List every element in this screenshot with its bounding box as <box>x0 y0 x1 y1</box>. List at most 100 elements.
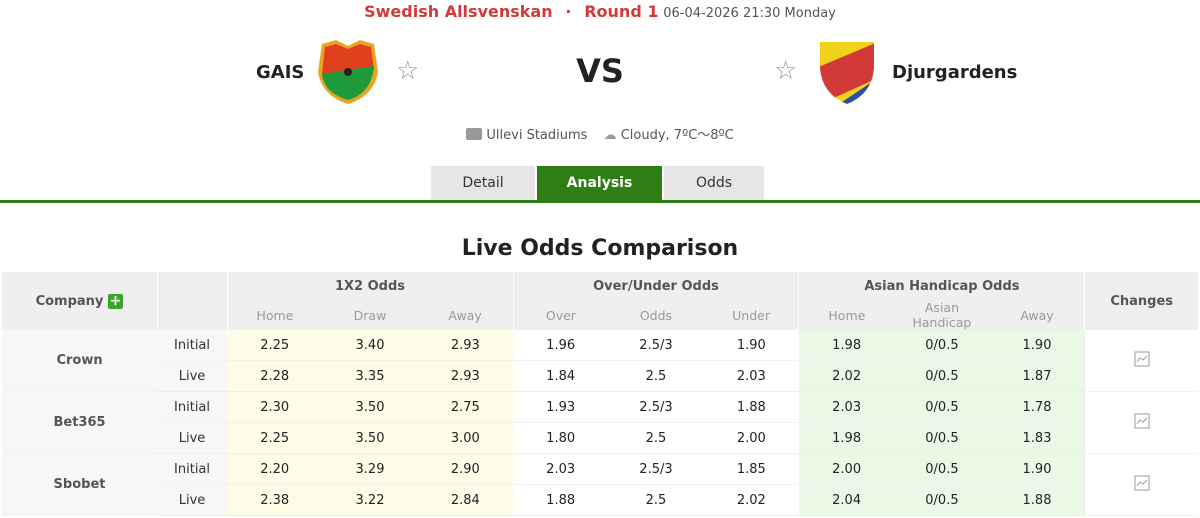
odds-value: 2.04 <box>798 484 895 516</box>
round: Round 1 <box>584 2 659 21</box>
odds-value: 2.93 <box>417 360 513 392</box>
odds-value: 2.03 <box>703 360 799 392</box>
odds-value: 2.90 <box>417 453 513 485</box>
odds-value: 1.78 <box>989 391 1085 423</box>
subheader-under: Under <box>703 300 799 330</box>
odds-value: 2.5 <box>608 484 704 516</box>
away-team-name[interactable]: Djurgardens <box>892 62 1018 83</box>
odds-value: 2.5/3 <box>608 453 704 485</box>
subheader-away: Away <box>989 300 1085 330</box>
match-header-line: Swedish Allsvenskan · Round 1 06-04-2026… <box>0 2 1200 21</box>
company-name[interactable]: Crown <box>2 330 158 392</box>
changes-cell <box>1084 330 1198 392</box>
odds-value: 0/0.5 <box>894 330 990 361</box>
odds-value: 0/0.5 <box>894 453 990 485</box>
odds-value: 1.85 <box>703 453 799 485</box>
odds-type: Live <box>157 484 228 516</box>
subheader-home: Home <box>798 300 895 330</box>
odds-value: 1.88 <box>703 391 799 423</box>
odds-value: 1.98 <box>798 330 895 361</box>
cloudy-weather-icon: ☁ <box>603 128 617 143</box>
odds-value: 2.38 <box>227 484 323 516</box>
subheader-home: Home <box>226 300 323 330</box>
separator: · <box>565 2 572 21</box>
changes-header: Changes <box>1084 272 1198 330</box>
home-team-logo[interactable] <box>316 38 380 106</box>
header-asian-handicap: Asian Handicap Odds <box>798 272 1085 300</box>
odds-value: 2.00 <box>798 453 895 485</box>
add-company-plus-icon[interactable]: + <box>107 292 123 309</box>
header-1x2: 1X2 Odds <box>226 272 513 300</box>
odds-value: 3.50 <box>322 422 418 454</box>
odds-chart-icon[interactable] <box>1134 351 1150 367</box>
type-header <box>156 272 228 330</box>
odds-value: 2.84 <box>417 484 513 516</box>
odds-value: 3.50 <box>322 391 418 423</box>
match-info: Ullevi Stadiums ☁ Cloudy, 7ºC～8ºC <box>0 124 1200 143</box>
match-datetime: 06-04-2026 21:30 Monday <box>663 6 836 21</box>
tab-detail[interactable]: Detail <box>431 166 535 200</box>
company-name[interactable]: Sbobet <box>2 453 158 516</box>
odds-type: Initial <box>157 391 228 423</box>
favorite-away-star-icon[interactable]: ☆ <box>774 56 798 86</box>
odds-value: 0/0.5 <box>894 360 990 392</box>
odds-value: 2.03 <box>798 391 895 423</box>
home-team-name[interactable]: GAIS <box>256 62 305 83</box>
odds-value: 2.93 <box>417 330 513 361</box>
odds-value: 1.83 <box>989 422 1085 454</box>
odds-value: 3.40 <box>322 330 418 361</box>
odds-value: 2.5 <box>608 360 704 392</box>
favorite-home-star-icon[interactable]: ☆ <box>396 56 420 86</box>
odds-value: 2.25 <box>227 422 323 454</box>
company-header: Company + <box>2 272 158 330</box>
tab-odds[interactable]: Odds <box>664 166 764 200</box>
odds-value: 3.29 <box>322 453 418 485</box>
vs-label: VS <box>576 52 624 90</box>
odds-value: 1.80 <box>513 422 609 454</box>
odds-value: 2.03 <box>513 453 609 485</box>
table-row: Live 2.25 3.50 3.00 1.80 2.5 2.00 1.98 0/0.5 1.83 <box>2 422 1198 454</box>
table-row: Bet365 Initial 2.30 3.50 2.75 1.93 2.5/3 1.88 2.… <box>2 391 1198 454</box>
table-row: Sbobet Initial 2.20 3.29 2.90 2.03 2.5/3 1.85 2.… <box>2 453 1198 516</box>
odds-value: 0/0.5 <box>894 422 990 454</box>
odds-value: 1.88 <box>989 484 1085 516</box>
subheader-away: Away <box>417 300 513 330</box>
odds-value: 2.02 <box>703 484 799 516</box>
section-title: Live Odds Comparison <box>461 236 739 261</box>
odds-value: 2.28 <box>227 360 323 392</box>
table-row: Live 2.28 3.35 2.93 1.84 2.5 2.03 2.02 0/0.5 1.87 <box>2 360 1198 392</box>
header-over-under: Over/Under Odds <box>512 272 799 300</box>
subheader-draw: Draw <box>322 300 418 330</box>
odds-value: 2.30 <box>227 391 323 423</box>
odds-value: 2.5/3 <box>608 391 704 423</box>
odds-value: 2.25 <box>227 330 323 361</box>
table-row: Crown Initial 2.25 3.40 2.93 1.96 2.5/3 1.90 1.9… <box>2 330 1198 392</box>
subheader-odds: Odds <box>608 300 704 330</box>
away-team-logo[interactable] <box>816 38 878 106</box>
odds-type: Initial <box>157 330 228 361</box>
table-row: Live 2.38 3.22 2.84 1.88 2.5 2.02 2.04 0/0.5 1.88 <box>2 484 1198 516</box>
odds-value: 3.00 <box>417 422 513 454</box>
venue: Ullevi Stadiums <box>486 128 588 143</box>
odds-value: 1.96 <box>513 330 609 361</box>
league-name[interactable]: Swedish Allsvenskan <box>364 2 553 21</box>
odds-value: 2.20 <box>227 453 323 485</box>
odds-value: 0/0.5 <box>894 484 990 516</box>
odds-type: Live <box>157 360 228 392</box>
odds-value: 1.98 <box>798 422 895 454</box>
odds-value: 1.90 <box>703 330 799 361</box>
odds-value: 2.02 <box>798 360 895 392</box>
odds-value: 0/0.5 <box>894 391 990 423</box>
changes-cell <box>1084 453 1198 516</box>
company-name[interactable]: Bet365 <box>2 391 158 454</box>
odds-value: 1.87 <box>989 360 1085 392</box>
tab-analysis[interactable]: Analysis <box>537 166 662 200</box>
odds-type: Live <box>157 422 228 454</box>
odds-value: 2.00 <box>703 422 799 454</box>
odds-chart-icon[interactable] <box>1134 413 1150 429</box>
odds-value: 1.93 <box>513 391 609 423</box>
changes-cell <box>1084 391 1198 454</box>
odds-value: 1.84 <box>513 360 609 392</box>
odds-chart-icon[interactable] <box>1134 475 1150 491</box>
odds-value: 2.5 <box>608 422 704 454</box>
